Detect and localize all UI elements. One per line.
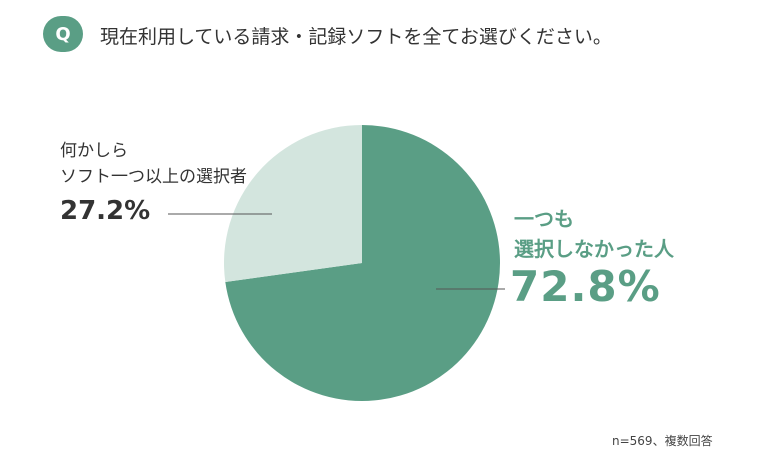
- question-badge: Q: [43, 16, 83, 52]
- pie-slice: [225, 125, 501, 401]
- pie: [224, 125, 501, 401]
- slice-label: 何かしら ソフト一つ以上の選択者: [60, 141, 247, 188]
- value-label: 27.2%: [60, 196, 151, 226]
- value-label: 72.8%: [510, 262, 661, 311]
- footnote: n=569、複数回答: [612, 434, 713, 448]
- pie-slice: [224, 125, 362, 283]
- slice-label: 一つも 選択しなかった人: [514, 207, 674, 261]
- chart-title: 現在利用している請求・記録ソフトを全てお選びください。: [100, 26, 612, 48]
